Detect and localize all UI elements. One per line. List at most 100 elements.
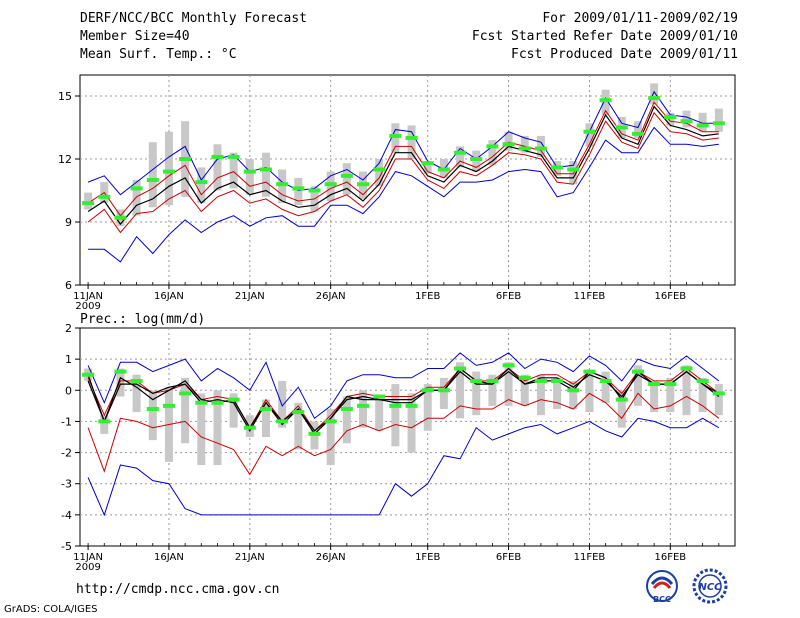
- median-mark: [130, 186, 143, 191]
- series-line-mean: [87, 105, 719, 226]
- median-mark: [243, 169, 256, 174]
- box-bar: [456, 146, 465, 168]
- median-mark: [615, 397, 628, 402]
- box-bar: [407, 125, 416, 159]
- forecast-period: For 2009/01/11-2009/02/19: [542, 11, 738, 26]
- variable-label-prec: Prec.: log(mm/d): [80, 312, 205, 327]
- box-bar: [148, 390, 157, 441]
- median-mark: [502, 363, 515, 368]
- median-mark: [534, 146, 547, 151]
- median-mark: [324, 419, 337, 424]
- median-mark: [470, 378, 483, 383]
- series-line-lower: [88, 126, 719, 263]
- header-left: DERF/NCC/BCC Monthly Forecast Member Siz…: [80, 10, 307, 64]
- series-line-inner-lower: [87, 392, 720, 476]
- panel-0-ytick-label: 15: [58, 90, 72, 103]
- median-mark: [631, 369, 644, 374]
- box-bar: [633, 121, 642, 138]
- panel-0-xtick-label: 11FEB: [574, 291, 606, 302]
- median-mark: [631, 131, 644, 136]
- series-line-upper: [87, 90, 719, 196]
- median-mark: [130, 378, 143, 383]
- median-mark: [357, 403, 370, 408]
- box-bar: [164, 131, 173, 206]
- median-mark: [583, 129, 596, 134]
- bcc-logo: BCC: [646, 570, 678, 604]
- box-bar: [650, 380, 659, 413]
- panel-0-ytick-label: 6: [65, 279, 72, 292]
- median-mark: [599, 98, 612, 103]
- median-mark: [502, 142, 515, 147]
- median-mark: [373, 394, 386, 399]
- box-bar: [488, 374, 497, 406]
- median-mark: [454, 366, 467, 371]
- median-mark: [696, 123, 709, 128]
- median-mark: [308, 188, 321, 193]
- median-mark: [195, 180, 208, 185]
- variable-label-temp: Mean Surf. Temp.: °C: [80, 47, 237, 62]
- panel-1-ytick-label: -5: [61, 540, 72, 553]
- box-bar: [326, 171, 335, 201]
- median-mark: [405, 403, 418, 408]
- ncc-logo: NCC: [692, 568, 728, 604]
- box-bar: [439, 377, 448, 409]
- box-bar: [666, 112, 675, 126]
- median-mark: [551, 165, 564, 170]
- median-mark: [276, 419, 289, 424]
- header-right: For 2009/01/11-2009/02/19 Fcst Started R…: [472, 10, 738, 64]
- box-bar: [229, 152, 238, 189]
- median-mark: [324, 182, 337, 187]
- median-mark: [243, 425, 256, 430]
- box-bar: [536, 135, 545, 157]
- median-mark: [227, 397, 240, 402]
- panel-0-xtick-label: 1FEB: [415, 291, 440, 302]
- median-mark: [179, 391, 192, 396]
- box-bar: [261, 152, 270, 197]
- median-mark: [551, 378, 564, 383]
- series-line-inner-upper: [87, 101, 719, 217]
- box-bar: [132, 374, 141, 413]
- box-bar: [666, 377, 675, 413]
- median-mark: [259, 406, 272, 411]
- panel-0-frame: [79, 74, 736, 286]
- median-mark: [114, 215, 127, 220]
- box-bar: [504, 362, 513, 406]
- box-bar: [698, 112, 707, 132]
- box-bar: [245, 159, 254, 195]
- box-bar: [633, 365, 642, 406]
- panel-0-xtick-label: 6FEB: [496, 291, 521, 302]
- box-bar: [682, 110, 691, 128]
- median-mark: [292, 186, 305, 191]
- median-mark: [696, 378, 709, 383]
- box-bar: [278, 380, 287, 428]
- box-bar: [714, 384, 723, 416]
- box-bar: [197, 393, 206, 466]
- median-mark: [712, 391, 725, 396]
- median-mark: [615, 125, 628, 130]
- median-mark: [146, 178, 159, 182]
- panel-1-xtick-label: 16FEB: [654, 552, 686, 563]
- median-mark: [421, 161, 434, 166]
- box-bar: [569, 161, 578, 185]
- median-mark: [567, 388, 580, 393]
- box-bar: [488, 140, 497, 166]
- forecast-title: DERF/NCC/BCC Monthly Forecast: [80, 11, 307, 26]
- series-line-upper: [87, 352, 720, 420]
- median-mark: [259, 167, 272, 172]
- median-mark: [534, 378, 547, 383]
- box-bar: [326, 408, 335, 466]
- box-bar: [617, 390, 626, 428]
- logos: BCC NCC: [646, 568, 728, 604]
- box-bar: [342, 163, 351, 195]
- median-mark: [583, 369, 596, 374]
- box-bar: [536, 374, 545, 416]
- box-bar: [682, 365, 691, 416]
- box-bar: [359, 390, 368, 428]
- median-mark: [98, 419, 111, 424]
- panel-1-xtick-label: 1FEB: [415, 552, 440, 563]
- box-bar: [520, 135, 529, 153]
- median-mark: [421, 388, 434, 393]
- panel-0-xtick-label: 21JAN: [235, 291, 265, 302]
- median-mark: [648, 96, 661, 101]
- box-bar: [391, 123, 400, 153]
